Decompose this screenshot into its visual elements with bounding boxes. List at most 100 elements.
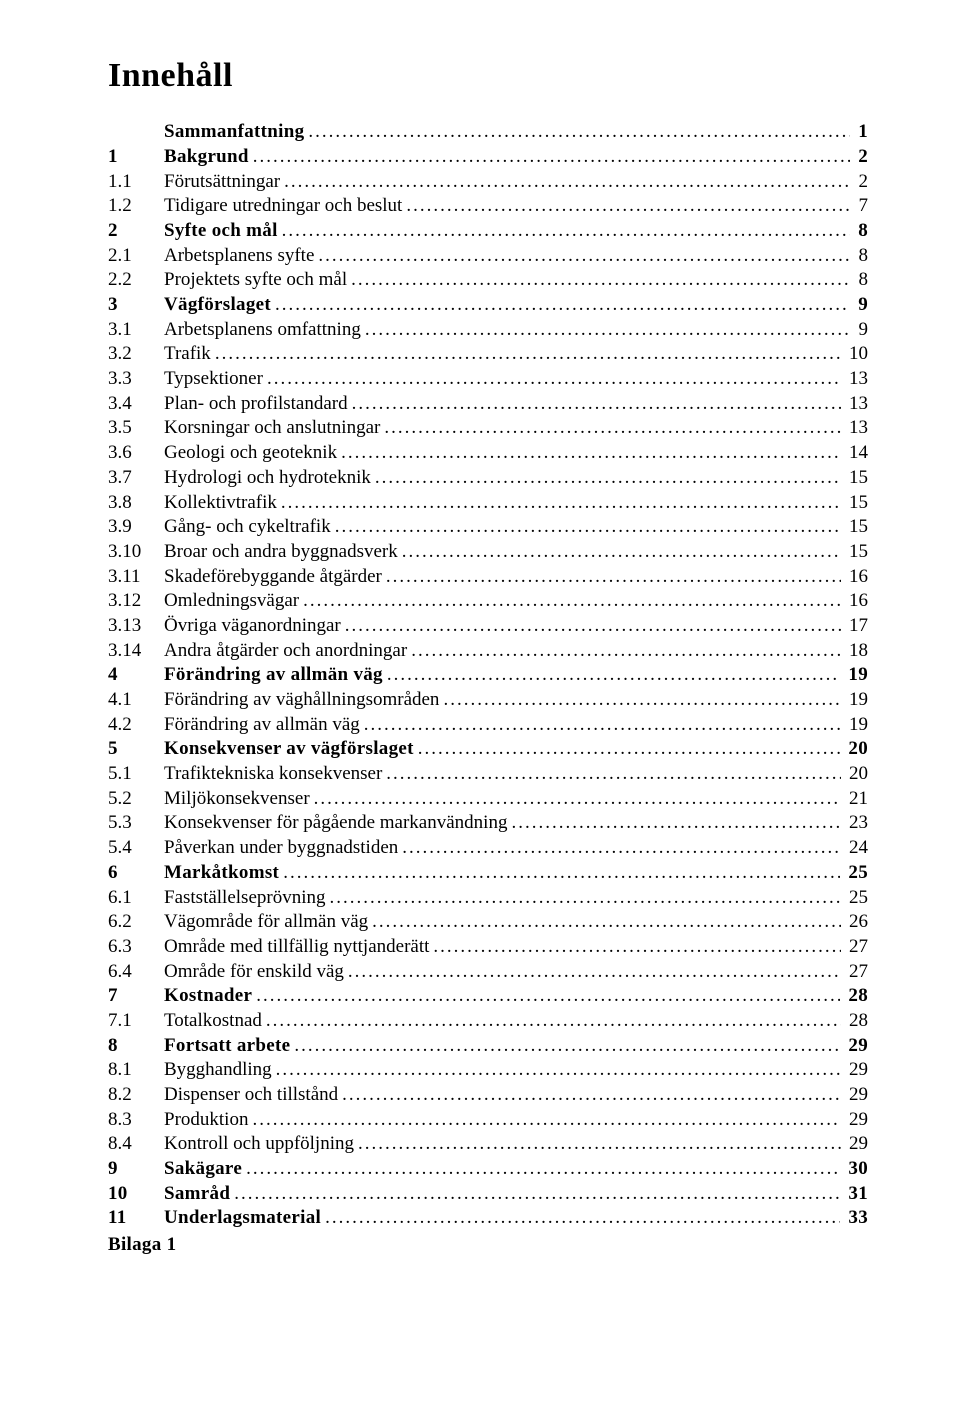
toc-entry-page: 13	[845, 392, 868, 417]
toc-entry-number: 7.1	[108, 1009, 164, 1034]
toc-entry-label: Korsningar och anslutningar	[164, 416, 380, 441]
toc-entry-label: Geologi och geoteknik	[164, 441, 337, 466]
toc-entry-page: 7	[855, 194, 869, 219]
toc-entry: 2.1Arbetsplanens syfte8	[108, 244, 868, 269]
toc-entry-label: Förutsättningar	[164, 170, 280, 195]
toc-entry-number: 8.4	[108, 1132, 164, 1157]
toc-entry: 11Underlagsmaterial33	[108, 1206, 868, 1231]
toc-entry-number: 3.14	[108, 639, 164, 664]
toc-entry-page: 29	[844, 1034, 868, 1059]
toc-entry-page: 2	[854, 145, 868, 170]
toc-entry: 9Sakägare30	[108, 1157, 868, 1182]
toc-entry-label: Trafiktekniska konsekvenser	[164, 762, 382, 787]
toc-entry-page: 25	[844, 861, 868, 886]
toc-entry-number: 5.1	[108, 762, 164, 787]
toc-entry-label: Förändring av allmän väg	[164, 713, 360, 738]
toc-entry-number: 4	[108, 663, 164, 688]
toc-entry-number: 3.6	[108, 441, 164, 466]
toc-entry-number: 3.9	[108, 515, 164, 540]
toc-entry-label: Bakgrund	[164, 145, 249, 170]
toc-leader	[276, 1058, 841, 1083]
toc-entry-number: 3.5	[108, 416, 164, 441]
toc-entry: 8.3Produktion29	[108, 1108, 868, 1133]
toc-entry-label: Arbetsplanens omfattning	[164, 318, 361, 343]
toc-entry: 3.12Omledningsvägar 16	[108, 589, 868, 614]
toc-entry-page: 13	[845, 367, 868, 392]
toc-entry-page: 28	[845, 1009, 868, 1034]
toc-entry-page: 18	[845, 639, 868, 664]
toc-leader	[294, 1034, 840, 1059]
toc-entry-number: 3.3	[108, 367, 164, 392]
toc-entry-page: 1	[854, 120, 868, 145]
toc-leader	[303, 589, 841, 614]
toc-leader	[386, 762, 841, 787]
toc-entry-label: Fortsatt arbete	[164, 1034, 290, 1059]
toc-leader	[352, 392, 841, 417]
toc-leader	[215, 342, 841, 367]
toc-entry-number: 2	[108, 219, 164, 244]
toc-entry-page: 24	[845, 836, 868, 861]
toc-entry-page: 20	[845, 762, 868, 787]
toc-entry-page: 16	[845, 589, 868, 614]
toc-entry-page: 29	[845, 1058, 868, 1083]
toc-leader	[433, 935, 841, 960]
toc-entry: 2.2Projektets syfte och mål8	[108, 268, 868, 293]
toc-entry-label: Vägområde för allmän väg	[164, 910, 368, 935]
toc-entry: 1Bakgrund2	[108, 145, 868, 170]
toc-entry: 3.11Skadeförebyggande åtgärder16	[108, 565, 868, 590]
toc-leader	[358, 1132, 841, 1157]
toc-leader	[318, 244, 850, 269]
toc-entry-label: Kostnader	[164, 984, 252, 1009]
toc-entry-label: Underlagsmaterial	[164, 1206, 321, 1231]
toc-entry-page: 9	[854, 293, 868, 318]
toc-entry-page: 15	[845, 540, 868, 565]
toc-entry: 8Fortsatt arbete29	[108, 1034, 868, 1059]
toc-entry-label: Typsektioner	[164, 367, 263, 392]
toc-entry: 5.3Konsekvenser för pågående markanvändn…	[108, 811, 868, 836]
toc-entry: 5.1Trafiktekniska konsekvenser 20	[108, 762, 868, 787]
toc-entry-page: 8	[855, 244, 869, 269]
toc-entry-page: 33	[844, 1206, 868, 1231]
toc-entry-page: 20	[844, 737, 868, 762]
toc-entry-number: 5.4	[108, 836, 164, 861]
table-of-contents: Sammanfattning11Bakgrund21.1Förutsättnin…	[108, 120, 868, 1231]
toc-entry-label: Förändring av allmän väg	[164, 663, 383, 688]
toc-entry-page: 28	[844, 984, 868, 1009]
toc-entry-number: 3.12	[108, 589, 164, 614]
toc-leader	[365, 318, 851, 343]
toc-entry-number: 1.2	[108, 194, 164, 219]
toc-entry-page: 30	[844, 1157, 868, 1182]
toc-entry-page: 16	[845, 565, 868, 590]
toc-entry: 8.2Dispenser och tillstånd29	[108, 1083, 868, 1108]
toc-leader	[253, 145, 850, 170]
toc-leader	[256, 984, 840, 1009]
toc-leader	[275, 293, 850, 318]
toc-entry-label: Omledningsvägar	[164, 589, 299, 614]
toc-entry: 5.4Påverkan under byggnadstiden24	[108, 836, 868, 861]
toc-leader	[351, 268, 850, 293]
toc-entry-number: 6.3	[108, 935, 164, 960]
toc-leader	[364, 713, 841, 738]
toc-entry: 3.3Typsektioner 13	[108, 367, 868, 392]
toc-entry: 3.6Geologi och geoteknik14	[108, 441, 868, 466]
toc-leader	[342, 1083, 841, 1108]
toc-leader	[402, 540, 841, 565]
toc-entry: 6.2Vägområde för allmän väg26	[108, 910, 868, 935]
toc-entry-label: Konsekvenser av vägförslaget	[164, 737, 414, 762]
toc-entry: 8.4Kontroll och uppföljning29	[108, 1132, 868, 1157]
toc-entry: 6.3Område med tillfällig nyttjanderätt27	[108, 935, 868, 960]
toc-entry-number: 5	[108, 737, 164, 762]
toc-entry-label: Markåtkomst	[164, 861, 279, 886]
toc-entry-number: 3.8	[108, 491, 164, 516]
toc-entry-label: Syfte och mål	[164, 219, 278, 244]
toc-leader	[283, 861, 840, 886]
toc-entry: 6Markåtkomst25	[108, 861, 868, 886]
toc-entry-label: Andra åtgärder och anordningar	[164, 639, 407, 664]
toc-entry: 3.13Övriga väganordningar17	[108, 614, 868, 639]
toc-entry-number: 2.2	[108, 268, 164, 293]
toc-entry-label: Bygghandling	[164, 1058, 272, 1083]
toc-entry-page: 13	[845, 416, 868, 441]
toc-entry: 3.2Trafik10	[108, 342, 868, 367]
toc-entry: 3.9Gång- och cykeltrafik15	[108, 515, 868, 540]
toc-leader	[282, 219, 851, 244]
